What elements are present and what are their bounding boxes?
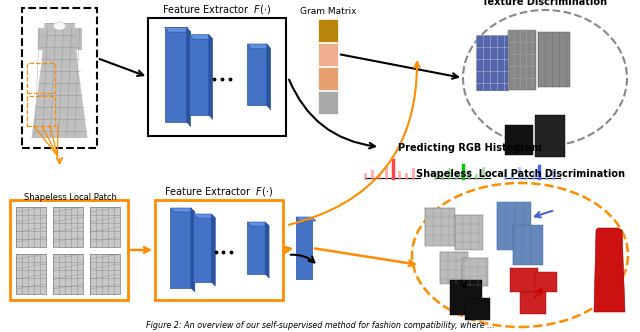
Bar [296, 217, 312, 279]
Polygon shape [189, 35, 212, 39]
Text: Shapeless  Local Patch Discrimination: Shapeless Local Patch Discrimination [415, 169, 625, 179]
Polygon shape [248, 44, 271, 49]
Bar [16, 207, 46, 247]
Bar [318, 91, 338, 114]
Bar [497, 202, 531, 250]
Bar [189, 35, 209, 115]
Bar [535, 115, 565, 157]
Bar [318, 43, 338, 66]
Bar [508, 30, 536, 90]
Text: Shapeless Local Patch: Shapeless Local Patch [24, 194, 116, 203]
Bar [505, 125, 533, 155]
Bar [538, 32, 570, 87]
Bar [465, 298, 490, 320]
Bar [462, 258, 488, 286]
Bar [148, 18, 286, 136]
Polygon shape [296, 217, 316, 221]
Bar [53, 254, 83, 294]
Bar [455, 215, 483, 250]
Bar [513, 225, 543, 265]
Polygon shape [247, 222, 269, 226]
Text: Gram Matrix: Gram Matrix [300, 7, 356, 16]
Bar [247, 222, 265, 274]
Polygon shape [267, 44, 271, 110]
Bar [510, 268, 538, 292]
Bar [27, 63, 55, 93]
Bar [10, 200, 128, 300]
Text: Texture Discrimination: Texture Discrimination [483, 0, 607, 7]
Bar [450, 280, 482, 315]
Bar [53, 207, 83, 247]
Polygon shape [42, 23, 77, 63]
Bar [476, 35, 508, 90]
Polygon shape [170, 208, 195, 212]
Text: Feature Extractor  $F(\cdot)$: Feature Extractor $F(\cdot)$ [163, 3, 271, 16]
Bar [170, 208, 191, 288]
Bar [27, 96, 55, 126]
Bar [164, 28, 187, 122]
Polygon shape [265, 222, 269, 278]
Bar [520, 292, 546, 314]
Bar [72, 28, 81, 50]
Bar [535, 272, 557, 292]
Bar [248, 44, 267, 105]
Bar [90, 207, 120, 247]
Text: Figure 2: An overview of our self-supervised method for fashion compatibility, w: Figure 2: An overview of our self-superv… [146, 321, 494, 330]
Polygon shape [594, 228, 625, 312]
Bar [318, 67, 338, 90]
Polygon shape [193, 214, 215, 218]
Bar [425, 208, 455, 246]
Bar [90, 254, 120, 294]
Text: Predicting RGB Histogram: Predicting RGB Histogram [398, 143, 542, 153]
Bar [318, 19, 338, 42]
Polygon shape [211, 214, 215, 286]
Polygon shape [209, 35, 212, 120]
Bar [38, 28, 47, 50]
Ellipse shape [54, 22, 65, 30]
Bar [440, 252, 468, 284]
Polygon shape [164, 28, 191, 32]
Bar [22, 8, 97, 148]
Bar [155, 200, 283, 300]
Bar [16, 254, 46, 294]
Bar [193, 214, 211, 282]
Polygon shape [31, 63, 88, 138]
Polygon shape [187, 28, 191, 126]
Polygon shape [191, 208, 195, 292]
Text: Feature Extractor  $F(\cdot)$: Feature Extractor $F(\cdot)$ [164, 185, 274, 198]
